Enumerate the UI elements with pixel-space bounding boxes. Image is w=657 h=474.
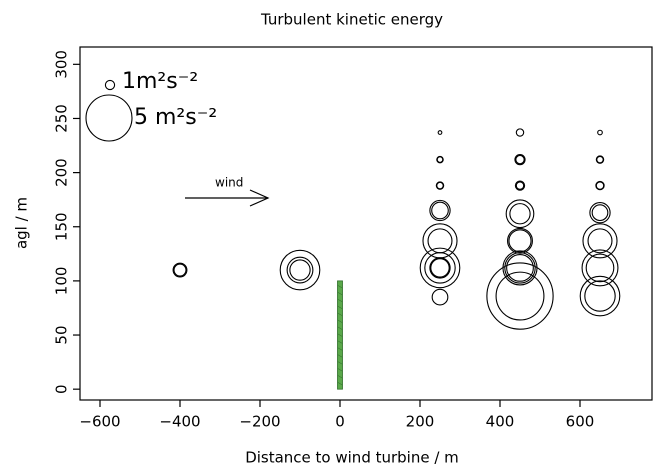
legend-label: 1m²s⁻² bbox=[122, 69, 198, 94]
turbine-hatch bbox=[337, 280, 343, 390]
bubble bbox=[429, 257, 451, 279]
bubble bbox=[587, 228, 613, 254]
bubble bbox=[437, 130, 443, 135]
x-tick-label: −200 bbox=[239, 413, 280, 431]
y-tick-label: 50 bbox=[53, 325, 71, 344]
x-tick-label: −400 bbox=[159, 413, 200, 431]
bubble bbox=[597, 129, 603, 136]
bubble bbox=[509, 203, 531, 225]
bubble bbox=[514, 154, 526, 166]
bubble bbox=[591, 204, 609, 222]
bubble bbox=[286, 256, 314, 284]
bubble bbox=[486, 262, 554, 330]
bubble bbox=[173, 263, 187, 277]
y-tick-label: 100 bbox=[53, 267, 71, 296]
chart-title: Turbulent kinetic energy bbox=[260, 11, 443, 29]
x-tick-label: 400 bbox=[486, 413, 515, 431]
x-tick-label: 200 bbox=[406, 413, 435, 431]
bubble bbox=[495, 271, 545, 321]
bubble bbox=[507, 227, 533, 254]
legend-bubble bbox=[85, 94, 133, 142]
bubble bbox=[506, 254, 534, 282]
y-tick-label: 0 bbox=[53, 384, 71, 394]
bubble bbox=[431, 201, 449, 220]
bubble bbox=[289, 259, 311, 281]
y-tick-label: 250 bbox=[53, 104, 71, 133]
bubble bbox=[419, 247, 461, 289]
bubble bbox=[430, 258, 450, 278]
bubble bbox=[431, 288, 449, 306]
x-tick-label: 0 bbox=[335, 413, 345, 431]
bubble bbox=[508, 229, 532, 253]
x-axis-label: Distance to wind turbine / m bbox=[245, 449, 459, 467]
bubble bbox=[172, 262, 188, 278]
bubble bbox=[502, 250, 538, 286]
x-tick-label: 600 bbox=[566, 413, 595, 431]
bubble bbox=[584, 280, 616, 312]
bubble bbox=[429, 199, 451, 222]
bubble bbox=[595, 180, 605, 191]
bubble bbox=[504, 252, 536, 284]
bubble bbox=[515, 128, 525, 137]
bubble bbox=[595, 155, 605, 164]
bubble bbox=[279, 249, 321, 291]
bubble bbox=[585, 253, 615, 283]
bubble bbox=[515, 154, 525, 165]
y-tick-label: 200 bbox=[53, 158, 71, 187]
bubble bbox=[582, 223, 618, 259]
plot-frame bbox=[79, 46, 653, 401]
bubble bbox=[589, 202, 611, 224]
bubble bbox=[515, 181, 525, 190]
x-tick-label: −600 bbox=[79, 413, 120, 431]
bubble bbox=[436, 155, 444, 164]
bubble bbox=[424, 252, 456, 284]
wind-arrow-head bbox=[249, 189, 270, 207]
bubble bbox=[505, 199, 535, 229]
bubble bbox=[435, 181, 445, 190]
bubble bbox=[579, 275, 621, 317]
y-tick-label: 300 bbox=[52, 50, 70, 79]
bubble bbox=[427, 228, 453, 254]
y-tick-label: 150 bbox=[53, 212, 71, 241]
legend-label: 5 m²s⁻² bbox=[134, 105, 217, 130]
bubble bbox=[581, 249, 619, 287]
legend-bubble bbox=[104, 79, 116, 91]
y-axis-label: agl / m bbox=[13, 197, 31, 249]
wind-label: wind bbox=[215, 176, 243, 190]
bubble bbox=[514, 180, 526, 191]
